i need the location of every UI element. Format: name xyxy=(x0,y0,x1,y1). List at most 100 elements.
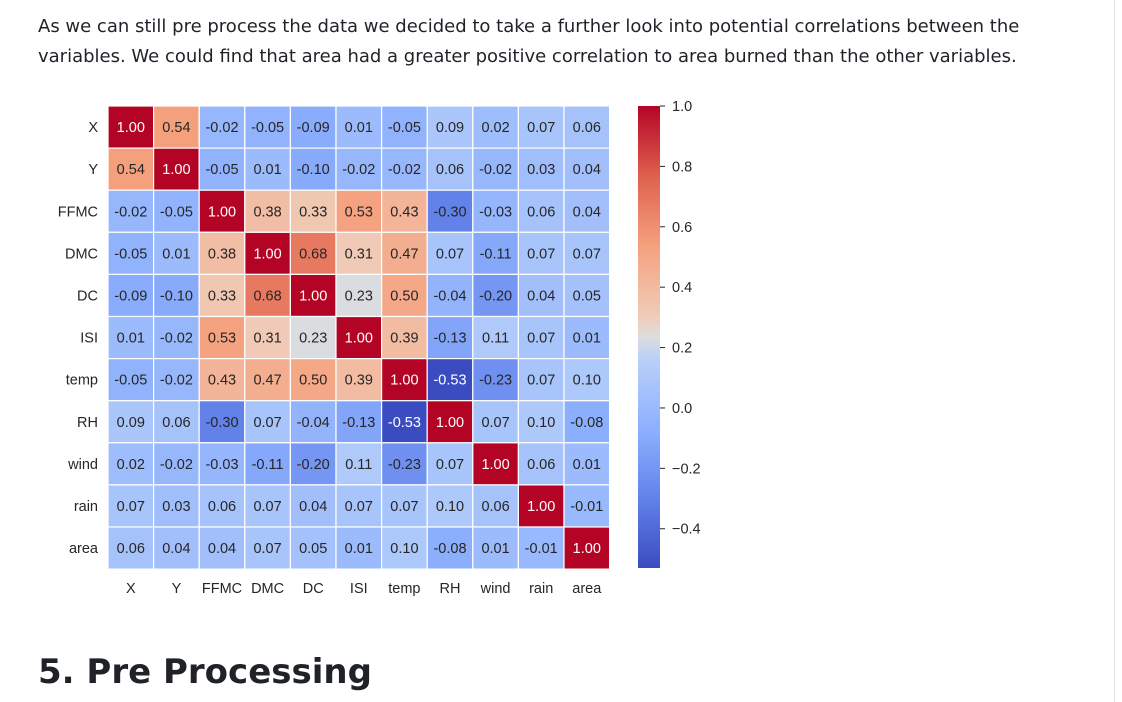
heatmap-cell-label: 1.00 xyxy=(573,541,601,557)
heatmap-cell xyxy=(335,273,383,318)
heatmap-cell-label: 0.07 xyxy=(481,415,509,431)
heatmap-cell-label: 0.31 xyxy=(345,246,373,262)
heatmap-cell-label: 0.07 xyxy=(253,415,281,431)
heatmap-cell xyxy=(472,189,519,233)
heatmap-cell-label: 0.05 xyxy=(299,541,327,557)
heatmap-cell-label: 0.06 xyxy=(527,204,555,220)
column-tick-label: FFMC xyxy=(202,581,242,597)
heatmap-cell-label: 0.11 xyxy=(482,331,509,347)
heatmap-cell-label: 1.00 xyxy=(208,204,236,220)
heatmap-cell xyxy=(198,231,246,276)
heatmap-cell-label: 0.07 xyxy=(253,499,281,515)
heatmap-cell-label: 0.31 xyxy=(253,331,281,347)
colorbar-tick-label: 1.0 xyxy=(672,99,692,115)
heatmap-cell-label: -0.04 xyxy=(297,415,330,431)
heatmap-cell xyxy=(289,484,337,528)
heatmap-cell-label: -0.02 xyxy=(205,120,238,136)
heatmap-cell xyxy=(198,484,246,528)
heatmap-cell-label: -0.05 xyxy=(251,120,284,136)
heatmap-cell-label: -0.08 xyxy=(433,541,466,557)
column-tick-label: rain xyxy=(529,581,553,597)
heatmap-cell xyxy=(335,105,383,149)
heatmap-cell xyxy=(563,273,611,318)
heatmap-cell-label: 0.07 xyxy=(527,120,555,136)
row-tick-label: wind xyxy=(67,457,98,473)
heatmap-cell xyxy=(289,189,337,233)
row-tick-label: ISI xyxy=(80,331,98,347)
heatmap-cell xyxy=(381,442,428,486)
heatmap-cell-label: 0.07 xyxy=(527,331,555,347)
heatmap-cell xyxy=(426,526,474,570)
heatmap-cell xyxy=(563,105,611,149)
heatmap-cell-label: 0.04 xyxy=(573,162,601,178)
column-tick-label: DMC xyxy=(251,581,284,597)
heatmap-cell xyxy=(517,105,565,149)
heatmap-cell xyxy=(198,147,246,191)
heatmap-cell-label: -0.13 xyxy=(433,331,466,347)
colorbar-gradient xyxy=(638,106,660,568)
heatmap-cell xyxy=(335,526,383,570)
heatmap-cell xyxy=(517,442,565,486)
column-tick-label: X xyxy=(126,581,136,597)
heatmap-cell-label: -0.23 xyxy=(479,373,512,389)
heatmap-cell-label: -0.23 xyxy=(388,457,421,473)
heatmap-cell-label: 1.00 xyxy=(253,246,281,262)
intro-paragraph: As we can still pre process the data we … xyxy=(38,16,1020,67)
heatmap-cell-label: 0.07 xyxy=(527,246,555,262)
heatmap-cell xyxy=(517,358,565,402)
heatmap-cell xyxy=(517,400,565,444)
heatmap-row-labels: X Y FFMC DMC DC ISI temp RH wind rain area xyxy=(58,120,99,557)
heatmap-cell xyxy=(244,400,292,444)
column-tick-label: DC xyxy=(303,581,324,597)
heatmap-cell-label: 0.53 xyxy=(208,331,236,347)
heatmap-cell-label: -0.05 xyxy=(160,204,193,220)
row-tick-label: RH xyxy=(77,415,98,431)
heatmap-cell-label: 0.04 xyxy=(162,541,190,557)
heatmap-cell-label: 1.00 xyxy=(527,499,555,515)
heatmap-cell-label: 0.02 xyxy=(481,120,509,136)
row-tick-label: X xyxy=(88,120,98,136)
heatmap-cell xyxy=(381,273,428,318)
heatmap-cell-label: 1.00 xyxy=(345,331,373,347)
heatmap-cell-label: 0.01 xyxy=(345,120,373,136)
colorbar-tick-label: −0.4 xyxy=(672,522,701,538)
heatmap-cell-label: 1.00 xyxy=(299,288,327,304)
heatmap-cell xyxy=(244,358,292,402)
heatmap-cell xyxy=(472,147,519,191)
heatmap-cell xyxy=(289,526,337,570)
heatmap-cell xyxy=(152,105,200,149)
heatmap-cell-label: -0.01 xyxy=(525,541,558,557)
heatmap-cell-label: 0.10 xyxy=(527,415,555,431)
heatmap-cells: 1.00 0.54 -0.02 -0.05 -0.09 0.01 -0.05 0.09 0.02… xyxy=(107,105,611,570)
heatmap-cell-label: 0.07 xyxy=(117,499,145,515)
heatmap-cell xyxy=(289,147,337,191)
heatmap-cell-label: -0.02 xyxy=(479,162,512,178)
heatmap-cell xyxy=(563,526,611,570)
heatmap-cell-label: 0.33 xyxy=(299,204,327,220)
column-tick-label: temp xyxy=(388,581,420,597)
heatmap-cell-label: -0.09 xyxy=(114,288,147,304)
heatmap-cell-label: 0.09 xyxy=(436,120,464,136)
heatmap-cell-label: -0.30 xyxy=(205,415,238,431)
heatmap-cell-label: 0.50 xyxy=(390,288,418,304)
heatmap-cell-label: 0.02 xyxy=(117,457,145,473)
heatmap-cell-label: 0.04 xyxy=(299,499,327,515)
heatmap-cell-label: -0.08 xyxy=(570,415,603,431)
column-tick-label: RH xyxy=(440,581,461,597)
heatmap-cell-label: -0.30 xyxy=(433,204,466,220)
heatmap-cell-label: -0.02 xyxy=(160,331,193,347)
heatmap-cell xyxy=(472,442,519,486)
heatmap-cell-label: 0.05 xyxy=(573,288,601,304)
row-tick-label: DC xyxy=(77,288,98,304)
heatmap-cell-label: 0.50 xyxy=(299,373,327,389)
heatmap-cell-label: 0.07 xyxy=(436,457,464,473)
section-heading: 5. Pre Processing xyxy=(38,652,372,692)
heatmap-cell xyxy=(563,147,611,191)
heatmap-cell xyxy=(426,484,474,528)
heatmap-cell xyxy=(517,147,565,191)
heatmap-cell xyxy=(426,105,474,149)
row-tick-label: FFMC xyxy=(58,204,98,220)
heatmap-cell-label: -0.02 xyxy=(160,457,193,473)
heatmap-cell-label: 0.01 xyxy=(573,457,601,473)
heatmap-cell-label: 0.03 xyxy=(162,499,190,515)
